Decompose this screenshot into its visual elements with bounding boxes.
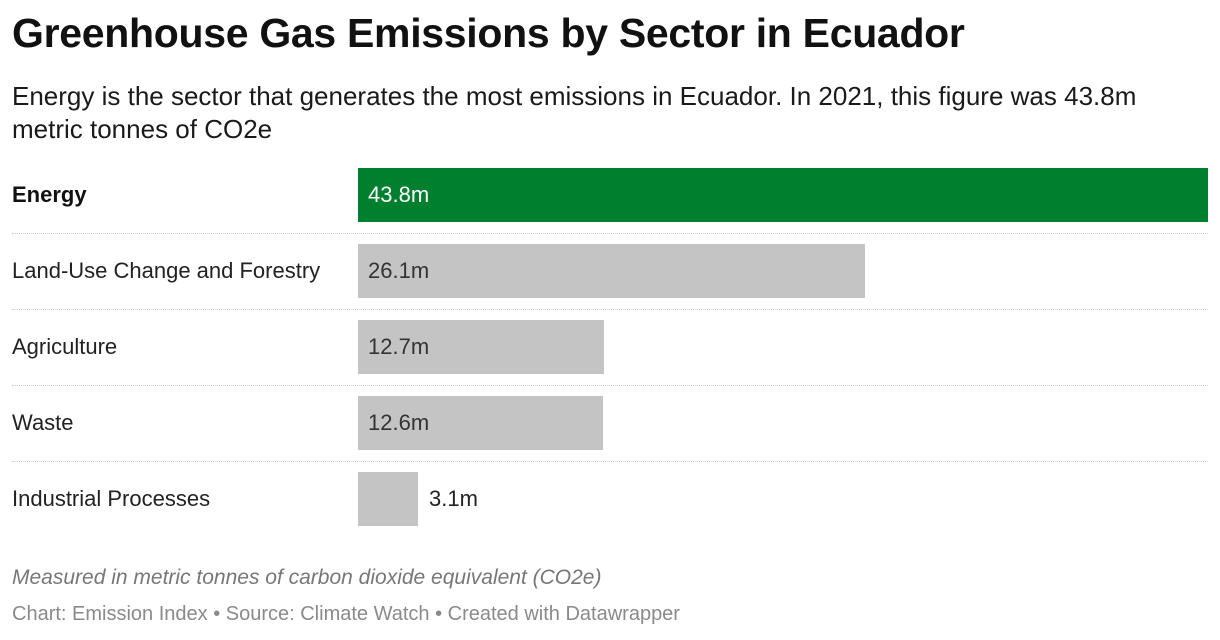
chart-title: Greenhouse Gas Emissions by Sector in Ec… [12,10,965,56]
chart-notes: Measured in metric tonnes of carbon diox… [12,566,602,589]
bar [358,396,603,450]
row-divider [12,233,1208,234]
bar-row: Waste 12.6m [0,396,1220,450]
row-divider [12,461,1208,462]
bar-chart: Energy 43.8m Land-Use Change and Forestry 2… [0,168,1220,528]
bar [358,244,865,298]
bar [358,320,604,374]
value-label: 12.6m [368,410,430,435]
category-label: Agriculture [12,334,118,359]
bar [358,472,418,526]
bar [358,168,1208,222]
value-label: 12.7m [368,334,430,359]
row-divider [12,309,1208,310]
category-label: Land-Use Change and Forestry [12,258,321,283]
category-label: Industrial Processes [12,486,211,511]
category-label: Waste [12,410,74,435]
value-label: 43.8m [368,182,430,207]
value-label: 26.1m [368,258,430,283]
bar-row: Energy 43.8m [0,168,1220,222]
chart-footer: Chart: Emission Index • Source: Climate … [12,603,680,625]
category-label: Energy [12,182,87,207]
bar-row: Land-Use Change and Forestry 26.1m [0,244,1220,298]
value-label: 3.1m [429,486,478,511]
chart-subtitle: Energy is the sector that generates the … [12,81,1137,144]
bar-row: Agriculture 12.7m [0,320,1220,374]
row-divider [12,385,1208,386]
bar-row: Industrial Processes 3.1m [0,472,1220,526]
